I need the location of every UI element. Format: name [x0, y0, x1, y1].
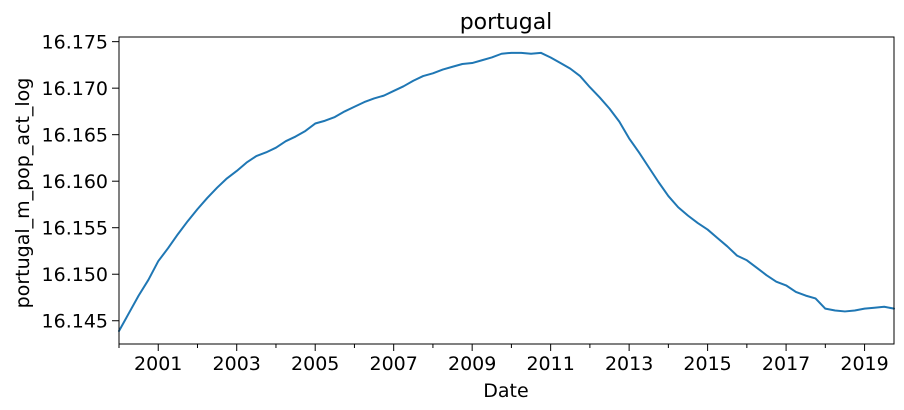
plot-area	[118, 36, 895, 345]
y-axis: 16.145 16.150 16.155 16.160 16.165 16.170 16.1…	[42, 32, 119, 333]
x-tick-label: 2019	[840, 353, 888, 375]
x-tick-label: 2011	[526, 353, 574, 375]
y-tick-label: 16.165	[42, 125, 108, 147]
y-axis-label: portugal_m_pop_act_log	[12, 78, 34, 309]
chart-title: portugal	[460, 10, 553, 35]
x-tick-label: 2007	[370, 353, 418, 375]
x-tick-label: 2001	[134, 353, 182, 375]
x-tick-label: 2005	[291, 353, 339, 375]
x-axis: 2001 2003 2005 2007 2009 2011 2013 2015 2017 2019	[118, 344, 889, 375]
x-tick-label: 2013	[605, 353, 653, 375]
y-tick-label: 16.175	[42, 32, 108, 54]
x-tick-label: 2003	[213, 353, 261, 375]
y-tick-label: 16.170	[42, 78, 108, 100]
x-tick-label: 2015	[683, 353, 731, 375]
plot-frame	[118, 36, 895, 345]
y-tick-label: 16.155	[42, 218, 108, 240]
series-line-0	[118, 51, 895, 332]
x-axis-label: Date	[483, 380, 528, 402]
y-tick-label: 16.160	[42, 171, 108, 193]
y-tick-label: 16.150	[42, 264, 108, 286]
x-tick-label: 2017	[762, 353, 810, 375]
y-tick-label: 16.145	[42, 311, 108, 333]
x-tick-label: 2009	[448, 353, 496, 375]
